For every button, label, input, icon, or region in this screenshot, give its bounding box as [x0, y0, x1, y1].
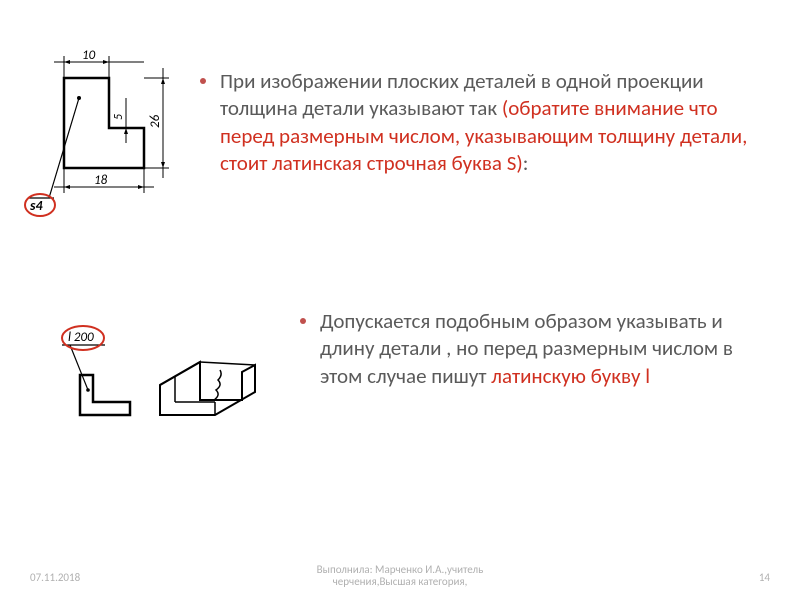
- diagram-thickness: 10 26 5 18 s4: [24, 48, 184, 218]
- dim-inner: 5: [112, 114, 126, 120]
- slide: 10 26 5 18 s4: [0, 0, 800, 600]
- dim-bottom: 18: [94, 173, 108, 188]
- footer-date: 07.11.2018: [30, 571, 80, 584]
- footer: 07.11.2018 Выполнила: Марченко И.А.,учит…: [0, 558, 800, 588]
- footer-page-number: 14: [759, 571, 770, 584]
- dim-top: 10: [82, 48, 96, 63]
- footer-author: Выполнила: Марченко И.А.,учитель черчени…: [290, 564, 510, 588]
- bullet-1: При изображении плоских деталей в одной …: [220, 68, 760, 177]
- bullet-2: Допускается подобным образом указывать и…: [320, 308, 760, 390]
- callout-s4: s4: [29, 197, 44, 214]
- callout-l200: l 200: [68, 330, 94, 345]
- diagram-length: l 200: [60, 320, 280, 430]
- dim-right: 26: [148, 114, 163, 128]
- bullet-dot-icon: [200, 78, 206, 84]
- bullet-1-trail: :: [523, 150, 529, 176]
- bullet-dot-icon: [300, 318, 306, 324]
- bullet-2-text-red: латинскую букву l: [491, 363, 650, 389]
